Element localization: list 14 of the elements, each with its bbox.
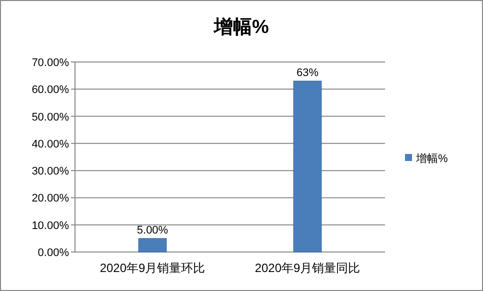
- y-tick-label: 0.00%: [38, 247, 70, 259]
- y-tick-label: 20.00%: [32, 192, 70, 205]
- chart-title: 增幅%: [213, 17, 270, 38]
- y-tick-label: 10.00%: [32, 220, 70, 232]
- data-label: 63%: [296, 67, 319, 79]
- x-tick-label: 2020年9月销量同比: [254, 261, 360, 275]
- x-tick-label: 2020年9月销量环比: [100, 261, 206, 275]
- y-tick-label: 40.00%: [32, 138, 70, 150]
- y-tick-label: 50.00%: [32, 111, 70, 124]
- data-label: 5.00%: [136, 224, 168, 236]
- legend-label: 增幅%: [415, 153, 448, 165]
- y-tick-label: 30.00%: [32, 166, 70, 178]
- y-tick-label: 60.00%: [32, 84, 70, 96]
- y-tick-label: 70.00%: [32, 57, 70, 69]
